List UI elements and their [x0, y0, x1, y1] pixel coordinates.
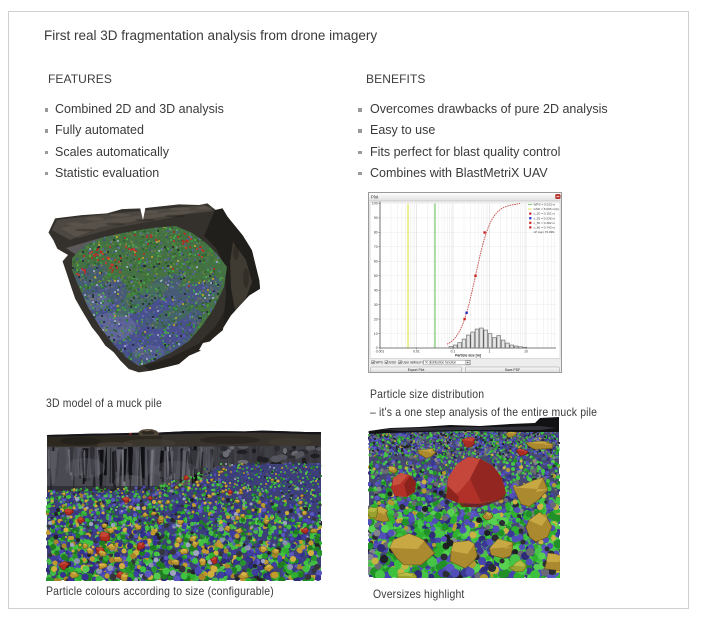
- svg-text:0.1: 0.1: [451, 350, 456, 354]
- svg-text:GSD: GSD: [389, 361, 397, 365]
- svg-text:x_25 = 0.236 m: x_25 = 0.236 m: [534, 216, 556, 220]
- svg-text:80: 80: [374, 231, 378, 235]
- svg-text:% distribution function: % distribution function: [425, 361, 456, 365]
- svg-text:Plot: Plot: [371, 194, 379, 199]
- svg-text:90: 90: [374, 216, 378, 220]
- svg-text:0.001: 0.001: [376, 350, 385, 354]
- svg-text:x_50 = 0.382 m: x_50 = 0.382 m: [534, 221, 556, 225]
- svg-text:Export Plot: Export Plot: [408, 368, 425, 372]
- svg-text:60: 60: [374, 260, 378, 264]
- svg-text:User defined % passing: User defined % passing: [403, 361, 437, 365]
- svg-text:0.01: 0.01: [413, 350, 420, 354]
- svg-text:0: 0: [376, 346, 378, 350]
- svg-text:10: 10: [374, 332, 378, 336]
- svg-text:x_20 = 0.191 m: x_20 = 0.191 m: [534, 212, 556, 216]
- svg-text:GSD = 5.006 m/px: GSD = 5.006 m/px: [534, 207, 560, 211]
- svg-text:100: 100: [372, 202, 378, 206]
- svg-text:70: 70: [374, 245, 378, 249]
- svg-text:10: 10: [524, 350, 528, 354]
- svg-text:1: 1: [489, 350, 491, 354]
- svg-text:20: 20: [374, 317, 378, 321]
- svg-text:WPS = 0.012 m: WPS = 0.012 m: [534, 203, 556, 207]
- svg-text:xP logn 76.999: xP logn 76.999: [534, 230, 555, 234]
- svg-text:50: 50: [374, 274, 378, 278]
- svg-text:30: 30: [374, 303, 378, 307]
- svg-text:Save PDF: Save PDF: [505, 368, 520, 372]
- svg-text:x_80 = 0.743 m: x_80 = 0.743 m: [534, 226, 556, 230]
- svg-text:40: 40: [374, 288, 378, 292]
- svg-text:WPS: WPS: [376, 361, 383, 365]
- svg-text:Particle size [m]: Particle size [m]: [455, 353, 481, 357]
